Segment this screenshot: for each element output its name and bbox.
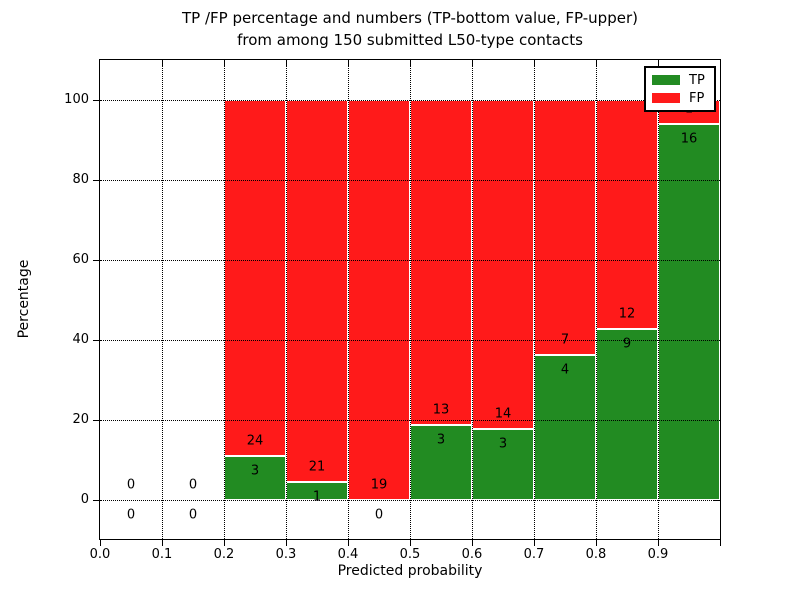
bar-fp bbox=[224, 100, 286, 456]
gridline-vertical bbox=[286, 60, 287, 539]
gridline-vertical bbox=[348, 60, 349, 539]
gridline-horizontal bbox=[100, 100, 720, 101]
gridline-vertical bbox=[162, 60, 163, 539]
bar-tp bbox=[658, 123, 720, 500]
chart-title: TP /FP percentage and numbers (TP-bottom… bbox=[100, 7, 720, 51]
x-tick-label: 0.8 bbox=[585, 547, 607, 562]
legend-swatch-fp bbox=[652, 93, 680, 103]
gridline-horizontal bbox=[100, 420, 720, 421]
x-tick-mark bbox=[286, 540, 287, 546]
legend-entry: FP bbox=[652, 92, 708, 105]
chart-title-line1: TP /FP percentage and numbers (TP-bottom… bbox=[182, 9, 638, 27]
bar-fp bbox=[348, 100, 410, 500]
gridline-horizontal bbox=[100, 180, 720, 181]
y-tick-label: 60 bbox=[72, 252, 89, 267]
x-tick-mark bbox=[658, 540, 659, 546]
bar-fp bbox=[286, 100, 348, 482]
fp-count-label: 14 bbox=[494, 406, 512, 422]
tp-count-label: 3 bbox=[498, 436, 508, 452]
y-tick-label: 100 bbox=[64, 92, 89, 107]
x-tick-label: 0.7 bbox=[523, 547, 545, 562]
y-tick-label: 0 bbox=[80, 492, 89, 507]
bar-fp bbox=[596, 100, 658, 329]
y-tick-mark bbox=[93, 500, 99, 501]
tp-count-label: 3 bbox=[436, 432, 446, 448]
gridline-vertical bbox=[224, 60, 225, 539]
x-tick-mark bbox=[224, 540, 225, 546]
tp-count-label: 3 bbox=[250, 463, 260, 479]
fp-count-label: 0 bbox=[188, 477, 198, 493]
x-tick-mark bbox=[100, 540, 101, 546]
bar-fp bbox=[472, 100, 534, 430]
legend-label-fp: FP bbox=[689, 90, 705, 106]
x-tick-mark bbox=[162, 540, 163, 546]
fp-count-label: 0 bbox=[126, 477, 136, 493]
tp-count-label: 16 bbox=[680, 131, 698, 147]
tp-count-label: 0 bbox=[188, 507, 198, 523]
fp-count-label: 7 bbox=[560, 332, 570, 348]
x-tick-label: 0.1 bbox=[151, 547, 173, 562]
x-tick-label: 0.3 bbox=[275, 547, 297, 562]
gridline-horizontal bbox=[100, 500, 720, 501]
gridline-vertical bbox=[534, 60, 535, 539]
fp-count-label: 13 bbox=[432, 402, 450, 418]
legend-label-tp: TP bbox=[689, 72, 705, 88]
fp-count-label: 12 bbox=[618, 306, 636, 322]
legend-entry: TP bbox=[652, 74, 708, 87]
bar-tp bbox=[472, 429, 534, 500]
bar-tp bbox=[596, 328, 658, 500]
x-tick-label: 0.4 bbox=[337, 547, 359, 562]
y-tick-label: 20 bbox=[72, 412, 89, 427]
x-tick-label: 0.2 bbox=[213, 547, 235, 562]
x-tick-label: 0.9 bbox=[647, 547, 669, 562]
fp-count-label: 21 bbox=[308, 459, 326, 475]
bar-fp bbox=[410, 100, 472, 425]
tp-count-label: 1 bbox=[312, 489, 322, 505]
x-tick-mark bbox=[720, 540, 721, 546]
gridline-vertical bbox=[596, 60, 597, 539]
fp-count-label: 19 bbox=[370, 477, 388, 493]
gridline-vertical bbox=[410, 60, 411, 539]
y-tick-mark bbox=[93, 420, 99, 421]
y-tick-label: 40 bbox=[72, 332, 89, 347]
chart-title-line2: from among 150 submitted L50-type contac… bbox=[237, 31, 583, 49]
gridline-vertical bbox=[472, 60, 473, 539]
x-tick-label: 0.5 bbox=[399, 547, 421, 562]
y-tick-mark bbox=[93, 180, 99, 181]
y-axis-label: Percentage bbox=[16, 259, 32, 339]
x-tick-mark bbox=[472, 540, 473, 546]
tp-count-label: 4 bbox=[560, 362, 570, 378]
fp-count-label: 24 bbox=[246, 433, 264, 449]
bar-fp bbox=[534, 100, 596, 355]
legend: TP FP bbox=[644, 66, 716, 112]
tp-count-label: 9 bbox=[622, 336, 632, 352]
x-tick-label: 0.0 bbox=[89, 547, 111, 562]
bar-tp bbox=[224, 455, 286, 500]
y-tick-mark bbox=[93, 260, 99, 261]
y-tick-mark bbox=[93, 340, 99, 341]
gridline-horizontal bbox=[100, 260, 720, 261]
bar-tp bbox=[410, 425, 472, 500]
x-tick-mark bbox=[596, 540, 597, 546]
x-tick-mark bbox=[534, 540, 535, 546]
x-axis-label: Predicted probability bbox=[337, 563, 483, 579]
legend-swatch-tp bbox=[652, 75, 680, 85]
tp-count-label: 0 bbox=[374, 507, 384, 523]
x-tick-label: 0.6 bbox=[461, 547, 483, 562]
y-tick-mark bbox=[93, 100, 99, 101]
tp-count-label: 0 bbox=[126, 507, 136, 523]
x-tick-mark bbox=[348, 540, 349, 546]
gridline-vertical bbox=[658, 60, 659, 539]
gridline-horizontal bbox=[100, 340, 720, 341]
y-tick-label: 80 bbox=[72, 172, 89, 187]
x-tick-mark bbox=[410, 540, 411, 546]
